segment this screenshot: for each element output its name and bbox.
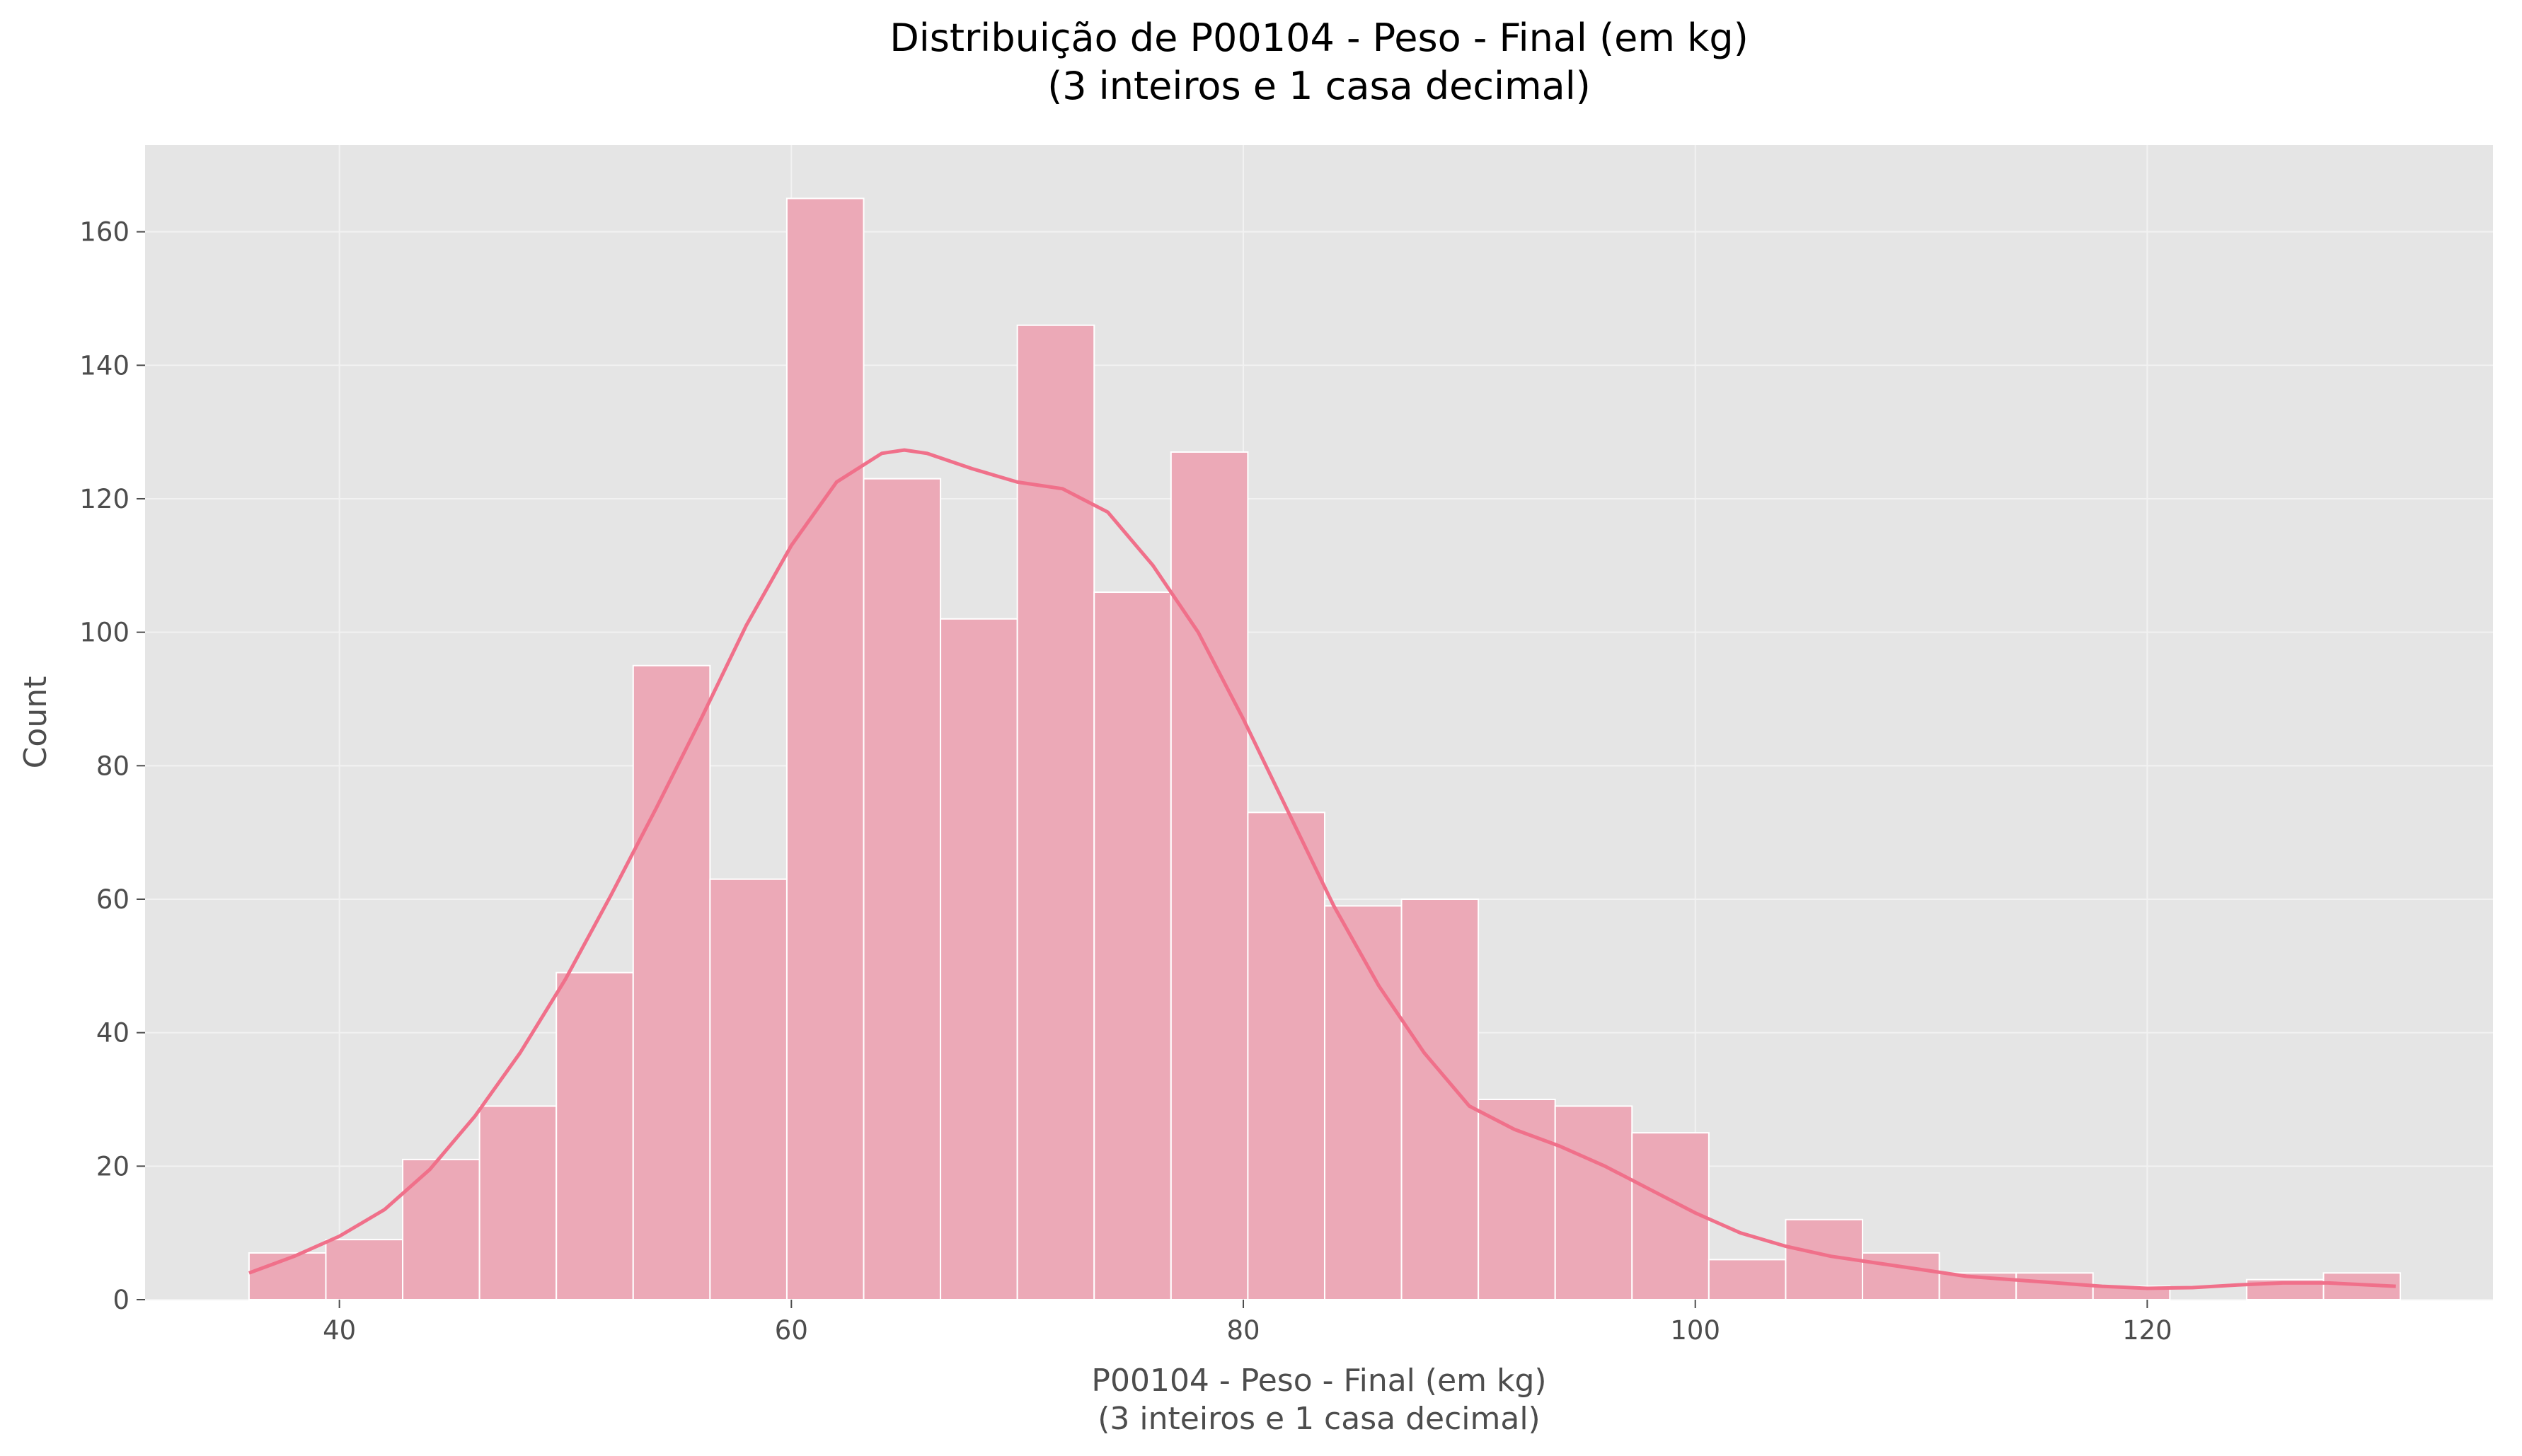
- x-axis-label-subtitle: (3 inteiros e 1 casa decimal): [1098, 1401, 1540, 1437]
- x-tick-label: 80: [1226, 1315, 1260, 1346]
- chart-subtitle: (3 inteiros e 1 casa decimal): [1047, 64, 1591, 108]
- histogram-bar: [478, 1105, 558, 1300]
- y-tick-label: 60: [96, 884, 129, 915]
- histogram-bar: [1016, 324, 1095, 1300]
- histogram-bar: [1554, 1105, 1633, 1300]
- histogram-bar: [555, 971, 634, 1300]
- x-axis-label: P00104 - Peso - Final (em kg): [1091, 1363, 1546, 1399]
- y-tick-label: 20: [96, 1151, 129, 1181]
- kde-line: [248, 448, 2396, 1290]
- histogram-bar: [1862, 1252, 1940, 1301]
- x-tick-label: 60: [775, 1315, 808, 1346]
- histogram-bar: [940, 618, 1018, 1300]
- histogram-bar: [402, 1158, 480, 1301]
- x-tick-label: 100: [1670, 1315, 1720, 1346]
- x-tick-label: 120: [2122, 1315, 2172, 1346]
- y-tick-label: 120: [79, 484, 129, 514]
- x-axis-ticks: 40 60 80 100 120: [323, 1300, 2172, 1346]
- kde-curve: [248, 448, 2396, 1290]
- y-tick-label: 160: [79, 217, 129, 248]
- histogram-bar: [863, 478, 942, 1301]
- x-tick-label: 40: [323, 1315, 356, 1346]
- y-axis-label: Count: [18, 676, 54, 769]
- y-axis-ticks: 0 20 40 60 80 100 120 140 160: [79, 217, 145, 1315]
- grid-lines: [145, 145, 2493, 1300]
- y-tick-label: 140: [79, 350, 129, 381]
- histogram-bar: [325, 1239, 404, 1300]
- histogram-bar: [709, 878, 788, 1300]
- histogram-bar: [1170, 451, 1249, 1301]
- chart-title: Distribuição de P00104 - Peso - Final (e…: [889, 16, 1749, 60]
- y-tick-label: 80: [96, 751, 129, 781]
- histogram-bar: [1478, 1098, 1556, 1301]
- histogram-bar: [248, 1252, 327, 1301]
- histogram-bar: [1093, 591, 1172, 1300]
- histogram-bar: [1708, 1259, 1787, 1300]
- histogram-bar: [1247, 811, 1325, 1301]
- histogram-bar: [1323, 905, 1403, 1301]
- histogram-bar: [785, 197, 865, 1300]
- y-tick-label: 0: [113, 1285, 129, 1315]
- histogram-bar: [1400, 898, 1480, 1300]
- y-tick-label: 100: [79, 618, 129, 648]
- histogram-bar: [632, 664, 711, 1300]
- histogram-bar: [1631, 1132, 1710, 1301]
- y-tick-label: 40: [96, 1018, 129, 1048]
